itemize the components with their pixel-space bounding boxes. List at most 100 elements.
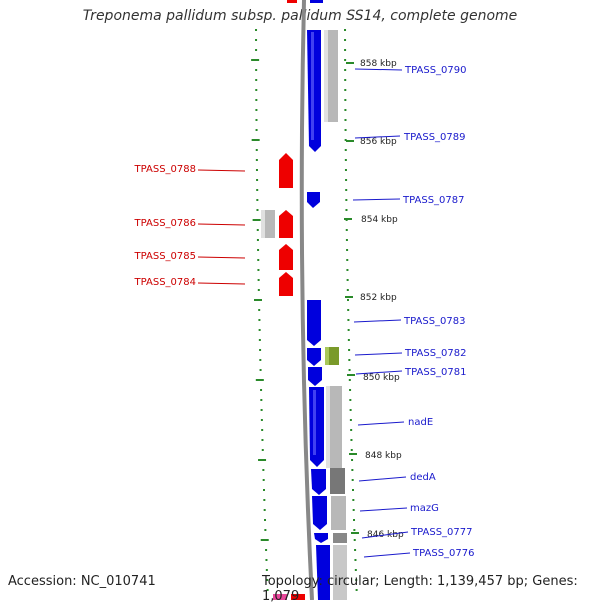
label-leader bbox=[354, 135, 401, 139]
ruler-dot bbox=[256, 229, 259, 231]
forward-gene-labels: TPASS_0790 TPASS_0789 TPASS_0787 TPASS_0… bbox=[352, 65, 474, 559]
ruler-dot bbox=[256, 179, 259, 181]
label-leader bbox=[355, 370, 403, 375]
ruler-dot bbox=[256, 239, 259, 241]
ruler-dot bbox=[344, 119, 347, 121]
ruler-dot bbox=[355, 589, 358, 591]
ruler-dot bbox=[347, 319, 350, 321]
ruler-dot bbox=[255, 49, 258, 51]
ruler-dot bbox=[349, 399, 352, 401]
label-leader bbox=[363, 552, 411, 558]
ruler-dot bbox=[261, 449, 264, 451]
ruler-dot bbox=[257, 249, 260, 251]
label-leader bbox=[359, 507, 408, 512]
ruler-dot bbox=[258, 459, 267, 461]
ruler-dot bbox=[265, 559, 268, 561]
ruler-dot bbox=[351, 469, 354, 471]
ruler-dot bbox=[255, 99, 258, 101]
ruler-dot bbox=[347, 339, 350, 341]
ruler-dot bbox=[344, 149, 347, 151]
ruler-dot bbox=[344, 39, 347, 41]
label-leader bbox=[357, 421, 405, 426]
ruler-dot bbox=[260, 539, 269, 541]
ruler-dot bbox=[255, 379, 264, 381]
scale-label: 856 kbp bbox=[360, 137, 397, 147]
ruler-dot bbox=[345, 199, 348, 201]
gene-label: TPASS_0782 bbox=[404, 348, 466, 359]
ruler-dot bbox=[252, 219, 261, 221]
ruler-dot bbox=[348, 349, 351, 351]
forward-gene-highlight bbox=[311, 32, 314, 140]
gray-feature-shade bbox=[324, 30, 328, 122]
ruler-dot bbox=[264, 529, 267, 531]
reverse-gene-block bbox=[279, 210, 293, 238]
ruler-dot bbox=[355, 579, 358, 581]
ruler-dot bbox=[256, 189, 259, 191]
ruler-dot bbox=[345, 189, 348, 191]
label-leader bbox=[197, 282, 246, 285]
ruler-dot bbox=[344, 89, 347, 91]
ruler-dot bbox=[353, 529, 356, 531]
label-leader bbox=[197, 169, 246, 172]
ruler-dot bbox=[255, 69, 258, 71]
ruler-dot bbox=[266, 589, 269, 591]
label-leader bbox=[361, 531, 409, 539]
scale-label: 850 kbp bbox=[363, 373, 400, 383]
ruler-dot bbox=[346, 249, 349, 251]
ruler-dot bbox=[255, 89, 258, 91]
ruler-dot bbox=[345, 239, 348, 241]
tick-marks bbox=[251, 29, 358, 591]
ruler-dot bbox=[263, 509, 266, 511]
gene-label: TPASS_0783 bbox=[403, 316, 465, 327]
ruler-dot bbox=[349, 389, 352, 391]
gray-feature-dark bbox=[330, 468, 345, 494]
reverse-gene-block bbox=[279, 153, 293, 188]
ruler-dot bbox=[255, 149, 258, 151]
scale-label: 852 kbp bbox=[360, 293, 397, 303]
gene-label: TPASS_0785 bbox=[134, 251, 196, 262]
ruler-dot bbox=[260, 409, 263, 411]
ruler-dot bbox=[352, 489, 355, 491]
gray-feature bbox=[333, 533, 347, 543]
forward-gene-highlight bbox=[313, 390, 316, 455]
ruler-dot bbox=[264, 519, 267, 521]
ruler-dot bbox=[348, 369, 351, 371]
ruler-dot bbox=[344, 109, 347, 111]
ruler-dot bbox=[255, 109, 258, 111]
label-leader bbox=[353, 319, 402, 323]
label-leader bbox=[197, 223, 246, 226]
ruler-dot bbox=[347, 329, 350, 331]
ruler-dot bbox=[344, 69, 347, 71]
ruler-dot bbox=[344, 159, 347, 161]
scale-label: 854 kbp bbox=[361, 215, 398, 225]
forward-gene-block bbox=[310, 0, 323, 3]
scale-labels: 858 kbp 856 kbp 854 kbp 852 kbp 850 kbp … bbox=[344, 59, 404, 540]
ruler-dot bbox=[350, 429, 353, 431]
ruler-dot bbox=[262, 479, 265, 481]
ruler-dot bbox=[255, 39, 258, 41]
ruler-dot bbox=[347, 299, 349, 301]
ruler-dot bbox=[255, 169, 258, 171]
forward-gene-block bbox=[309, 387, 324, 467]
gene-label: TPASS_0784 bbox=[134, 277, 196, 288]
ruler-dot bbox=[259, 349, 262, 351]
forward-gene-block bbox=[316, 545, 330, 600]
label-leader bbox=[197, 256, 246, 259]
gene-label: dedA bbox=[410, 472, 436, 483]
forward-gene-block bbox=[308, 367, 322, 386]
forward-gene-block bbox=[307, 192, 320, 208]
ruler-dot bbox=[347, 309, 350, 311]
ruler-dot bbox=[258, 309, 261, 311]
ruler-dot bbox=[354, 559, 357, 561]
ruler-dot bbox=[348, 359, 351, 361]
ruler-dot bbox=[260, 389, 263, 391]
ruler-dot bbox=[257, 269, 260, 271]
annotation-track bbox=[261, 30, 347, 600]
label-leader bbox=[354, 352, 403, 356]
ruler-dot bbox=[346, 269, 349, 271]
ruler-dot bbox=[258, 339, 261, 341]
gene-label: nadE bbox=[408, 417, 433, 428]
green-feature-shade bbox=[325, 347, 329, 365]
ruler-dot bbox=[345, 179, 348, 181]
